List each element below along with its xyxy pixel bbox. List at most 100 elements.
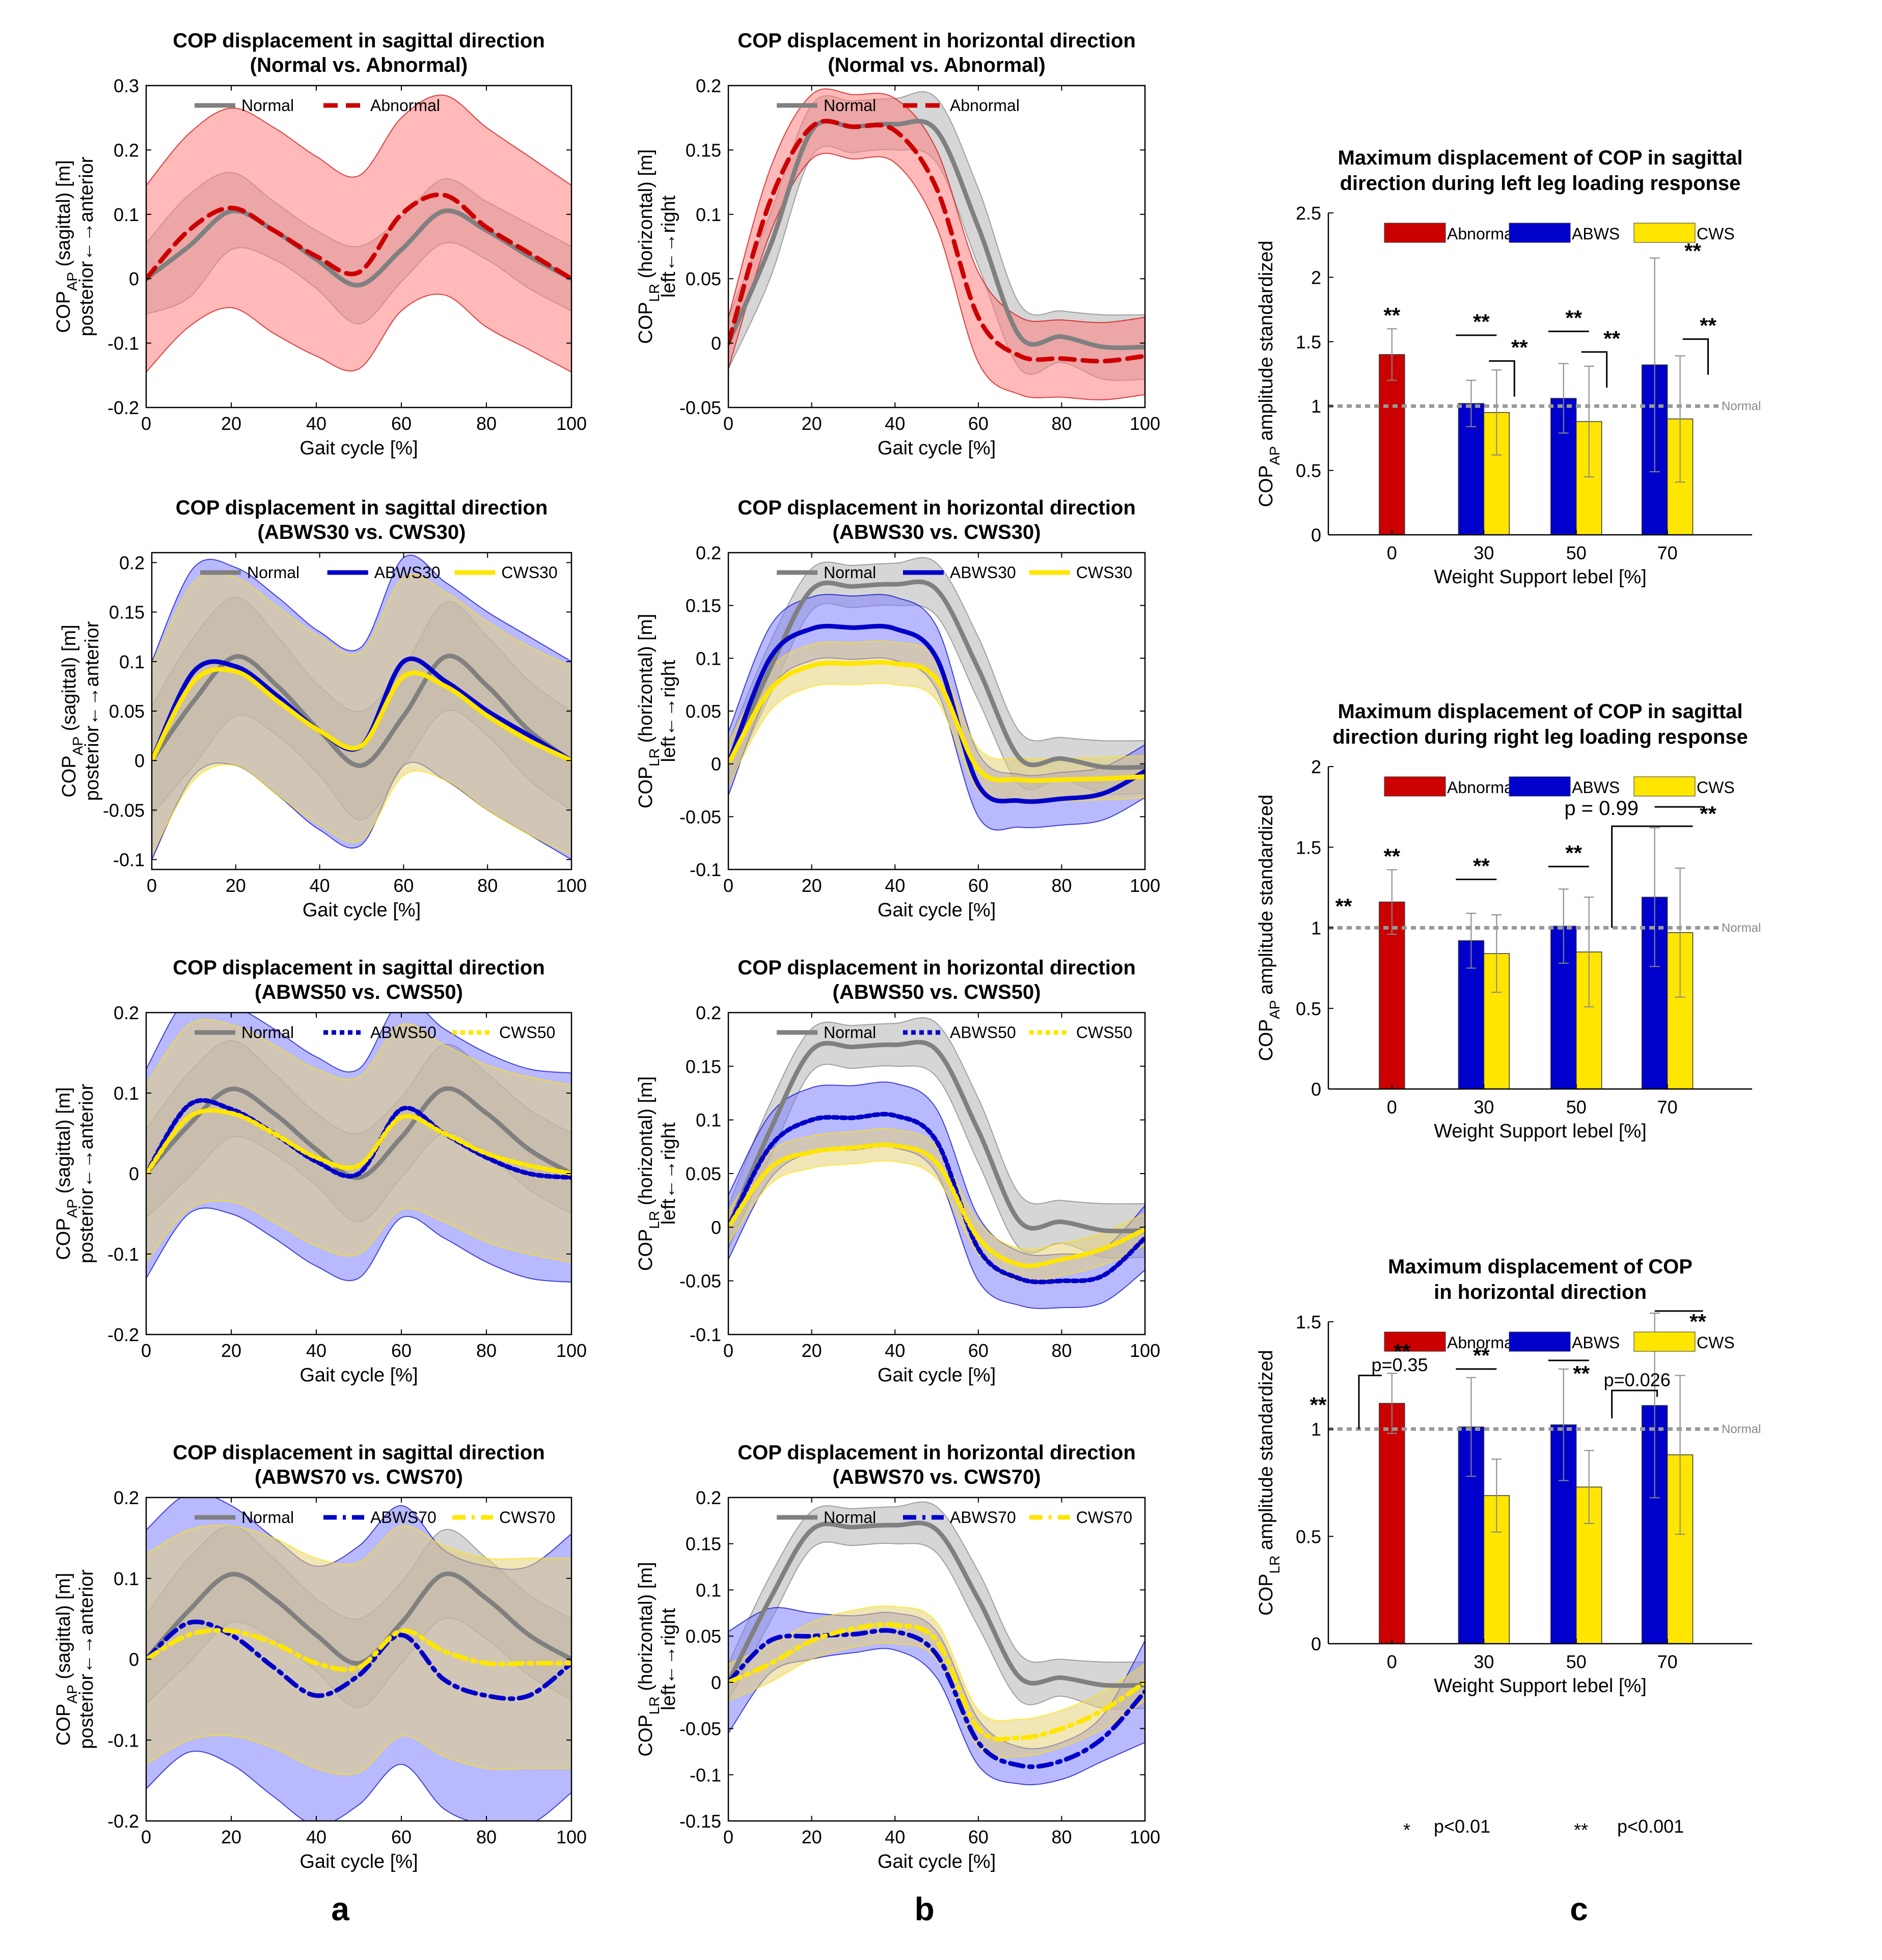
chart-title-line2: in horizontal direction <box>1434 1281 1647 1303</box>
line-chart-a4: COP displacement in sagittal direction(A… <box>53 1441 587 1872</box>
significance-legend: * p<0.01 ** p<0.001 <box>1403 1816 1684 1840</box>
bar-cws <box>1483 1495 1510 1644</box>
panel-label-b: b <box>914 1891 934 1927</box>
x-tick-label: 100 <box>1130 1827 1160 1847</box>
sig-pvalue-0026: p=0.026 <box>1604 1369 1671 1390</box>
bar-chart-c3: Maximum displacement of COP in horizontal… <box>1256 1256 1761 1697</box>
y-tick-label: -0.05 <box>679 397 721 418</box>
legend-label-abnormal: Abnormal <box>1447 1333 1517 1352</box>
x-axis-label: Gait cycle [%] <box>878 1851 996 1872</box>
y-tick-label: 0.05 <box>686 1163 721 1184</box>
bar-abnormal <box>1379 354 1405 535</box>
sig-text-single: p<0.01 <box>1434 1816 1490 1837</box>
x-tick-label: 0 <box>147 875 157 896</box>
sig-star-abnormal: ** <box>1383 304 1400 328</box>
y-axis-label: COPLR (horizontal) [m] <box>635 1562 662 1756</box>
y-tick-label: -0.05 <box>679 806 721 827</box>
sig-star-50-normal: ** <box>1603 326 1620 350</box>
x-axis-label: Gait cycle [%] <box>299 1365 418 1386</box>
x-tick-label: 80 <box>1051 1827 1072 1847</box>
y-tick-label: 2 <box>1311 267 1321 288</box>
sig-star-70-normal: ** <box>1700 314 1716 338</box>
legend-swatch-abnormal <box>1384 223 1446 243</box>
chart-title-line2: direction during right leg loading respo… <box>1332 726 1748 748</box>
x-tick-label: 80 <box>1051 875 1072 896</box>
plot-area <box>728 1501 1145 1785</box>
chart-title-line1: Maximum displacement of COP <box>1388 1256 1693 1278</box>
legend-label-abws50: ABWS50 <box>370 1023 437 1042</box>
x-tick-label: 0 <box>1387 1651 1397 1672</box>
legend-swatch-abws <box>1509 223 1571 243</box>
band-abws50 <box>728 1081 1145 1309</box>
chart-title-line1: Maximum displacement of COP in sagittal <box>1338 147 1743 169</box>
x-tick-label: 0 <box>723 1340 733 1361</box>
y-axis-label-direction: posterior←→anterior <box>81 621 103 801</box>
y-axis-label: COPLR (horizontal) [m] <box>635 614 662 808</box>
y-tick-label: -0.05 <box>679 1719 721 1739</box>
y-tick-label: 0.1 <box>114 1083 139 1104</box>
chart-title-line2: (Normal vs. Abnormal) <box>828 54 1045 76</box>
chart-title-line2: (ABWS70 vs. CWS70) <box>833 1466 1041 1488</box>
column-a-line-charts: COP displacement in sagittal direction (N… <box>53 30 1160 1872</box>
y-tick-label: 0.2 <box>119 552 145 573</box>
bar-chart-c2: Maximum displacement of COP in sagittal d… <box>1256 700 1761 1142</box>
x-tick-label: 60 <box>968 413 989 434</box>
y-tick-label: 0.15 <box>109 602 145 623</box>
plot-area <box>728 88 1145 400</box>
y-tick-label: 0.05 <box>686 701 721 722</box>
legend-label-abws30: ABWS30 <box>950 563 1016 582</box>
y-tick-label: 0.1 <box>696 1110 721 1131</box>
y-tick-label: 0.1 <box>114 1568 139 1589</box>
y-tick-label: 0.2 <box>696 75 721 96</box>
y-tick-label: -0.1 <box>690 1764 721 1785</box>
y-tick-label: 0.5 <box>1296 1526 1321 1547</box>
series-line-abws30 <box>728 623 1145 804</box>
sig-star-70: ** <box>1684 239 1701 263</box>
y-tick-label: 0.15 <box>686 595 721 616</box>
y-tick-label: 1 <box>1311 918 1321 939</box>
series-line-normal <box>728 118 1145 350</box>
legend-label-abnormal: Abnormal <box>370 96 440 115</box>
y-tick-label: 0.05 <box>686 268 721 289</box>
legend-swatch-cws <box>1633 1331 1696 1352</box>
y-tick-label: 0.1 <box>696 1580 721 1600</box>
x-tick-label: 20 <box>802 1340 822 1361</box>
x-tick-label: 50 <box>1566 542 1587 563</box>
y-tick-label: 1 <box>1311 396 1321 417</box>
y-axis-label-direction: left←→right <box>658 1122 679 1224</box>
y-axis-label-direction: left←→right <box>658 1608 679 1710</box>
y-tick-label: -0.2 <box>107 1811 139 1832</box>
y-tick-label: 0.15 <box>686 1534 721 1555</box>
x-tick-label: 30 <box>1474 1651 1494 1672</box>
sig-pvalue-035: p=0.35 <box>1371 1354 1428 1375</box>
x-tick-label: 30 <box>1474 1097 1494 1118</box>
sig-bracket-50-70 <box>1611 825 1693 928</box>
y-tick-label: -0.15 <box>679 1811 721 1832</box>
x-tick-label: 40 <box>885 875 905 896</box>
x-tick-label: 0 <box>1387 1097 1397 1118</box>
y-axis-label-direction: left←→right <box>658 660 679 762</box>
x-tick-label: 40 <box>306 1340 326 1361</box>
x-tick-label: 0 <box>141 1827 151 1847</box>
x-tick-label: 60 <box>391 1827 412 1847</box>
band-abnormal <box>146 94 571 373</box>
x-tick-label: 100 <box>1130 413 1160 434</box>
sig-star-normal: ** <box>1310 1393 1327 1417</box>
x-axis-label: Gait cycle [%] <box>878 900 996 921</box>
legend-label-abws50: ABWS50 <box>950 1023 1016 1042</box>
x-tick-label: 80 <box>476 1340 497 1361</box>
legend-label-normal: Normal <box>247 563 299 582</box>
x-axis-label: Gait cycle [%] <box>299 1851 418 1872</box>
x-tick-label: 70 <box>1657 1651 1678 1672</box>
x-tick-label: 20 <box>802 875 822 896</box>
band-cws50 <box>146 1019 571 1263</box>
chart-title-line1: COP displacement in horizontal direction <box>738 497 1136 519</box>
bar-abnormal <box>1379 1403 1405 1644</box>
x-axis-label: Gait cycle [%] <box>878 438 996 459</box>
chart-title-line1: COP displacement in sagittal direction <box>173 957 545 979</box>
x-axis-label: Weight Support lebel [%] <box>1434 1121 1647 1142</box>
sig-star-normal: ** <box>1335 894 1352 918</box>
x-tick-label: 100 <box>556 413 587 434</box>
plot-area <box>146 94 571 373</box>
legend-label-cws: CWS <box>1697 778 1735 797</box>
